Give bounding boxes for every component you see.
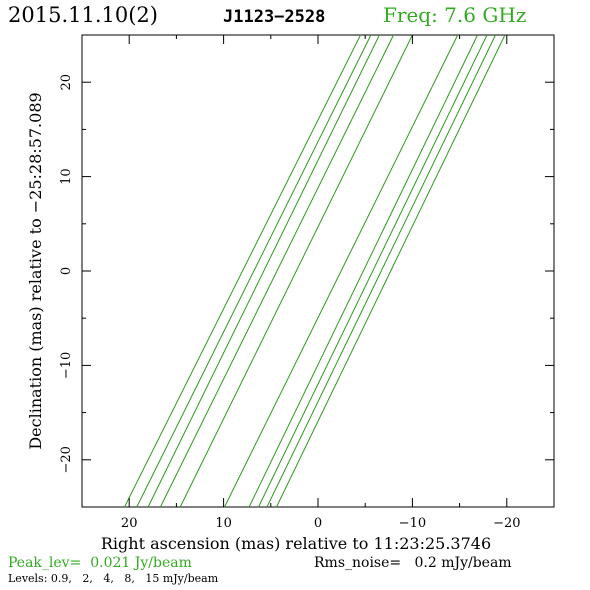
y-tick-label: 0 [59,267,74,275]
peak-level: Peak_lev= 0.021 Jy/beam [8,555,192,571]
contour-line-2 [136,34,372,508]
contour-line-3 [147,34,380,508]
contour-levels: Levels: 0.9, 2, 4, 8, 15 mJy/beam [8,572,219,585]
contour-line-7 [248,34,478,508]
y-tick-label: 10 [59,168,74,185]
x-tick-labels: 20 10 0 −10 −20 [121,516,521,531]
y-tick-label: 20 [59,74,74,91]
y-tick-label: −10 [59,352,74,379]
rms-noise: Rms_noise= 0.2 mJy/beam [314,555,512,571]
y-tick-labels: 20 10 0 −10 −20 [59,74,74,474]
contour-lines [124,34,506,508]
x-tick-label: −20 [493,516,520,531]
axis-ticks [81,34,555,508]
source-name: J1123−2528 [223,7,325,27]
contour-line-8 [258,34,488,508]
x-tick-label: 0 [314,516,322,531]
contour-line-9 [266,34,496,508]
contour-line-4 [159,34,394,508]
x-axis-label: Right ascension (mas) relative to 11:23:… [101,534,491,553]
x-tick-label: 20 [121,516,138,531]
plot-frame [81,34,555,508]
y-tick-label: −20 [59,446,74,473]
x-tick-label: −10 [399,516,426,531]
contour-line-5 [179,34,413,508]
x-tick-label: 10 [215,516,232,531]
y-axis-label: Declination (mas) relative to −25:28:57.… [26,92,45,449]
frequency-label: Freq: 7.6 GHz [383,3,526,27]
contour-line-6 [224,34,459,508]
contour-line-10 [276,34,506,508]
observation-date: 2015.11.10(2) [8,3,158,27]
contour-line-1 [124,34,361,508]
